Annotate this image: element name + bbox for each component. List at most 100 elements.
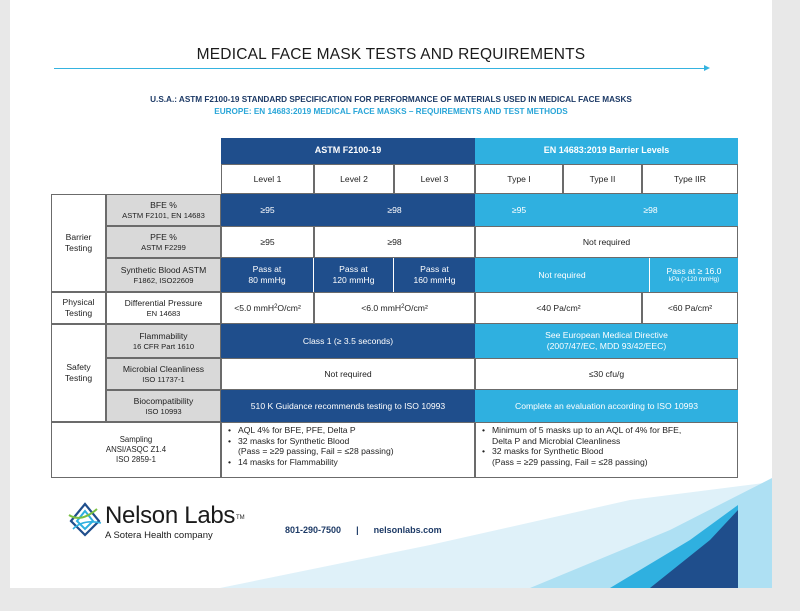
micro-label: Microbial Cleanliness: [122, 363, 205, 374]
level-2-header: Level 2: [314, 164, 394, 194]
level-1-header: Level 1: [221, 164, 314, 194]
diff-type-1-2: <40 Pa/cm²: [475, 292, 642, 324]
sampling-en-bullet-2-cont: (Pass = ≥29 passing, Fail = ≤28 passing): [492, 457, 648, 468]
logo-trademark: TM: [236, 515, 245, 521]
diff-level-2-3: <6.0 mmH 2 O/cm²: [314, 292, 475, 324]
flam-en-line2: (2007/47/EC, MDD 93/42/EEC): [546, 341, 667, 351]
synthetic-level-2: Pass at 120 mmHg: [314, 258, 394, 292]
astm-header: ASTM F2100-19: [221, 138, 475, 164]
flam-en-line1: See European Medical Directive: [545, 330, 668, 341]
sampling-en: • Minimum of 5 masks up to an AQL of 4% f…: [475, 422, 738, 478]
bfe-type-2-2r: ≥98: [563, 194, 738, 226]
row-label-biocompatibility: Biocompatibility ISO 10993: [106, 390, 221, 422]
sampling-en-bullet-1: Minimum of 5 masks up to an AQL of 4% fo…: [492, 425, 682, 435]
list-item: • AQL 4% for BFE, PFE, Delta P: [228, 425, 468, 436]
group-barrier-testing: Barrier Testing: [51, 194, 106, 292]
micro-astm: Not required: [221, 358, 475, 390]
bio-en: Complete an evaluation according to ISO …: [475, 390, 738, 422]
list-item: • 14 masks for Flammability: [228, 457, 468, 468]
synthetic-l3-line1: Pass at: [420, 264, 449, 275]
synthetic-level-1: Pass at 80 mmHg: [221, 258, 314, 292]
synthetic-l3-line2: 160 mmHg: [413, 275, 456, 285]
list-item: • 32 masks for Synthetic Blood: [482, 446, 731, 457]
row-label-bfe: BFE % ASTM F2101, EN 14683: [106, 194, 221, 226]
sampling-en-bullet-1-cont: Delta P and Microbial Cleanliness: [492, 435, 621, 446]
pfe-level-1: ≥95: [221, 226, 314, 258]
flam-standard: 16 CFR Part 1610: [132, 341, 195, 351]
diff-l23-pre: <6.0 mmH: [361, 302, 402, 313]
sampling-astm-bullet-2-cont: (Pass = ≥29 passing, Fail = ≤28 passing): [238, 446, 394, 457]
sampling-label: Sampling: [119, 435, 153, 445]
diff-l1-pre: <5.0 mmH: [234, 302, 275, 313]
subtitle-us: U.S.A.: ASTM F2100-19 STANDARD SPECIFICA…: [150, 95, 632, 104]
footer-website[interactable]: nelsonlabs.com: [373, 525, 442, 535]
bullet-icon: •: [228, 457, 232, 468]
diff-label: Differential Pressure: [124, 297, 203, 308]
bio-label: Biocompatibility: [133, 395, 194, 406]
footer-contact: 801-290-7500 | nelsonlabs.com: [285, 525, 442, 535]
bfe-level-1: ≥95: [221, 194, 314, 226]
synthetic-l1-line2: 80 mmHg: [248, 275, 286, 285]
synthetic-t3-line1: Pass at ≥ 16.0: [666, 265, 722, 276]
swoosh-navy: [650, 510, 738, 588]
pfe-en: Not required: [475, 226, 738, 258]
sampling-astm: • AQL 4% for BFE, PFE, Delta P • 32 masks …: [221, 422, 475, 478]
bio-astm: 510 K Guidance recommends testing to ISO…: [221, 390, 475, 422]
type-1-header: Type I: [475, 164, 563, 194]
diff-l23-sub: 2: [401, 304, 405, 311]
synthetic-l2-line1: Pass at: [339, 264, 368, 275]
footer-swoosh-decoration: [220, 478, 772, 588]
footer-separator: |: [356, 525, 359, 535]
group-physical-testing: Physical Testing: [51, 292, 106, 324]
row-label-sampling: Sampling ANSI/ASQC Z1.4 ISO 2859-1: [51, 422, 221, 478]
bullet-icon: •: [482, 446, 486, 457]
row-label-pfe: PFE % ASTM F2299: [106, 226, 221, 258]
type-2-header: Type II: [563, 164, 642, 194]
bfe-type-1: ≥95: [475, 194, 563, 226]
nelson-labs-logo-icon: [68, 502, 102, 537]
flam-astm: Class 1 (≥ 3.5 seconds): [221, 324, 475, 358]
subtitle-eu: EUROPE: EN 14683:2019 MEDICAL FACE MASKS…: [214, 107, 568, 116]
document-page: MEDICAL FACE MASK TESTS AND REQUIREMENTS…: [10, 0, 772, 588]
row-label-microbial: Microbial Cleanliness ISO 11737-1: [106, 358, 221, 390]
synthetic-type-1-2: Not required: [475, 258, 650, 292]
synthetic-type-2r: Pass at ≥ 16.0 kPa (>120 mmHg): [650, 258, 738, 292]
micro-standard: ISO 11737-1: [142, 374, 185, 384]
flam-en: See European Medical Directive (2007/47/…: [475, 324, 738, 358]
diff-type-2r: <60 Pa/cm²: [642, 292, 738, 324]
sampling-astm-bullet-2: 32 masks for Synthetic Blood: [238, 435, 350, 446]
logo-name: Nelson Labs: [105, 502, 236, 529]
group-safety-testing: Safety Testing: [51, 324, 106, 422]
sampling-astm-bullet-3: 14 masks for Flammability: [238, 457, 338, 468]
diff-level-1: <5.0 mmH 2 O/cm²: [221, 292, 314, 324]
bullet-icon: •: [482, 425, 486, 435]
pfe-level-2-3: ≥98: [314, 226, 475, 258]
synthetic-t3-line2: kPa (>120 mmHg): [668, 276, 720, 284]
row-label-flammability: Flammability 16 CFR Part 1610: [106, 324, 221, 358]
list-item: • 32 masks for Synthetic Blood: [228, 436, 468, 447]
bfe-label: BFE %: [150, 199, 177, 210]
level-3-header: Level 3: [394, 164, 475, 194]
diff-l1-post: O/cm²: [277, 302, 301, 313]
synthetic-label: Synthetic Blood ASTM: [120, 264, 207, 275]
row-label-differential-pressure: Differential Pressure EN 14683: [106, 292, 221, 324]
flam-label: Flammability: [139, 330, 188, 341]
logo-tagline: A Sotera Health company: [105, 530, 213, 541]
footer-phone: 801-290-7500: [285, 525, 342, 535]
title-arrow-icon: [704, 65, 710, 71]
synthetic-l1-line1: Pass at: [252, 264, 282, 275]
diff-l1-sub: 2: [274, 304, 278, 311]
bio-standard: ISO 10993: [145, 406, 182, 416]
bullet-icon: •: [228, 435, 232, 446]
bullet-icon: •: [228, 425, 232, 435]
pfe-standard: ASTM F2299: [141, 242, 186, 252]
synthetic-level-3: Pass at 160 mmHg: [394, 258, 475, 292]
bfe-standard: ASTM F2101, EN 14683: [122, 210, 205, 220]
bfe-level-2-3: ≥98: [314, 194, 475, 226]
sampling-standard-1: ANSI/ASQC Z1.4: [105, 445, 167, 455]
diff-standard: EN 14683: [146, 308, 181, 318]
en-header: EN 14683:2019 Barrier Levels: [475, 138, 738, 164]
sampling-standard-2: ISO 2859-1: [116, 454, 156, 464]
synthetic-standard: F1862, ISO22609: [133, 275, 194, 285]
sampling-astm-bullet-1: AQL 4% for BFE, PFE, Delta P: [238, 425, 356, 435]
